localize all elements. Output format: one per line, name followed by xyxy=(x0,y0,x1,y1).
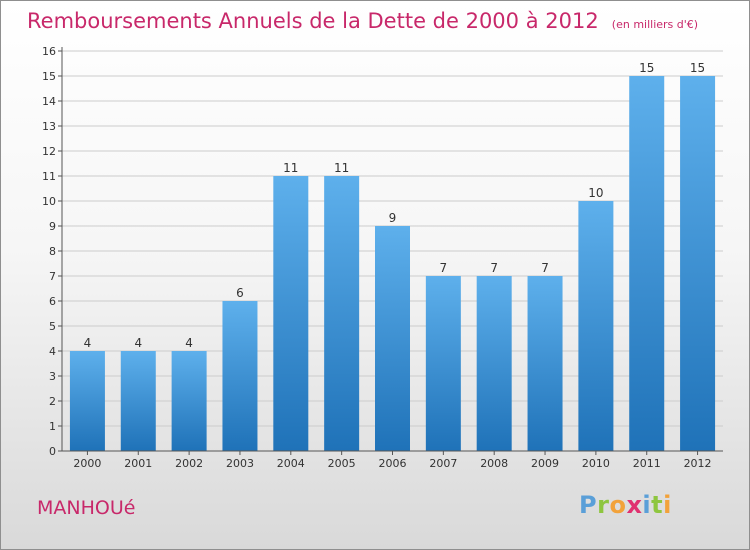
x-tick-label-2006: 2006 xyxy=(379,457,407,470)
bar-2012 xyxy=(680,76,716,451)
bar-2003 xyxy=(222,301,258,451)
value-label-2007: 7 xyxy=(440,261,448,275)
y-tick-label-0: 0 xyxy=(49,445,56,458)
x-tick-label-2010: 2010 xyxy=(582,457,610,470)
value-label-2002: 4 xyxy=(185,336,193,350)
y-tick-label-3: 3 xyxy=(49,370,56,383)
logo-letter: P xyxy=(579,491,598,519)
bar-2008 xyxy=(476,276,512,451)
value-label-2009: 7 xyxy=(541,261,549,275)
y-tick-label-10: 10 xyxy=(42,195,56,208)
value-label-2010: 10 xyxy=(588,186,603,200)
x-tick-label-2003: 2003 xyxy=(226,457,254,470)
x-tick-label-2002: 2002 xyxy=(175,457,203,470)
bar-2002 xyxy=(171,351,207,451)
x-tick-label-2012: 2012 xyxy=(684,457,712,470)
chart-title: Remboursements Annuels de la Dette de 20… xyxy=(27,9,599,33)
y-tick-label-15: 15 xyxy=(42,70,56,83)
bar-2011 xyxy=(629,76,665,451)
logo-letter: x xyxy=(626,491,643,519)
x-tick-label-2000: 2000 xyxy=(73,457,101,470)
value-label-2000: 4 xyxy=(84,336,92,350)
logo-letter: t xyxy=(651,491,664,519)
y-tick-label-14: 14 xyxy=(42,95,56,108)
commune-name: MANHOUé xyxy=(37,497,136,519)
proxiti-logo: Proxiti xyxy=(579,491,672,519)
y-tick-label-5: 5 xyxy=(49,320,56,333)
x-tick-label-2008: 2008 xyxy=(480,457,508,470)
y-tick-label-12: 12 xyxy=(42,145,56,158)
x-tick-label-2011: 2011 xyxy=(633,457,661,470)
value-label-2011: 15 xyxy=(639,61,654,75)
value-label-2012: 15 xyxy=(690,61,705,75)
y-tick-label-4: 4 xyxy=(49,345,56,358)
y-tick-label-16: 16 xyxy=(42,45,56,58)
chart-subtitle: (en milliers d'€) xyxy=(611,18,699,31)
value-label-2001: 4 xyxy=(134,336,142,350)
value-label-2006: 9 xyxy=(389,211,397,225)
logo-letter: o xyxy=(609,491,627,519)
bar-2009 xyxy=(527,276,563,451)
y-tick-label-8: 8 xyxy=(49,245,56,258)
bar-2001 xyxy=(120,351,156,451)
y-tick-label-1: 1 xyxy=(49,420,56,433)
value-label-2004: 11 xyxy=(283,161,298,175)
y-tick-label-13: 13 xyxy=(42,120,56,133)
bar-2005 xyxy=(324,176,360,451)
logo-letter: r xyxy=(597,491,610,519)
bar-2006 xyxy=(375,226,410,451)
x-tick-label-2001: 2001 xyxy=(124,457,152,470)
y-tick-label-7: 7 xyxy=(49,270,56,283)
x-tick-label-2007: 2007 xyxy=(429,457,457,470)
x-tick-label-2009: 2009 xyxy=(531,457,559,470)
y-tick-label-2: 2 xyxy=(49,395,56,408)
value-label-2005: 11 xyxy=(334,161,349,175)
x-tick-label-2005: 2005 xyxy=(328,457,356,470)
logo-letter: i xyxy=(642,491,652,519)
bar-2007 xyxy=(425,276,461,451)
x-tick-label-2004: 2004 xyxy=(277,457,305,470)
bar-2000 xyxy=(69,351,105,451)
value-label-2008: 7 xyxy=(490,261,498,275)
chart-title-block: Remboursements Annuels de la Dette de 20… xyxy=(27,9,698,33)
y-tick-label-9: 9 xyxy=(49,220,56,233)
value-label-2003: 6 xyxy=(236,286,244,300)
y-tick-label-11: 11 xyxy=(42,170,56,183)
logo-letter: i xyxy=(663,491,672,519)
bar-2010 xyxy=(578,201,614,451)
y-tick-label-6: 6 xyxy=(49,295,56,308)
bar-2004 xyxy=(273,176,309,451)
